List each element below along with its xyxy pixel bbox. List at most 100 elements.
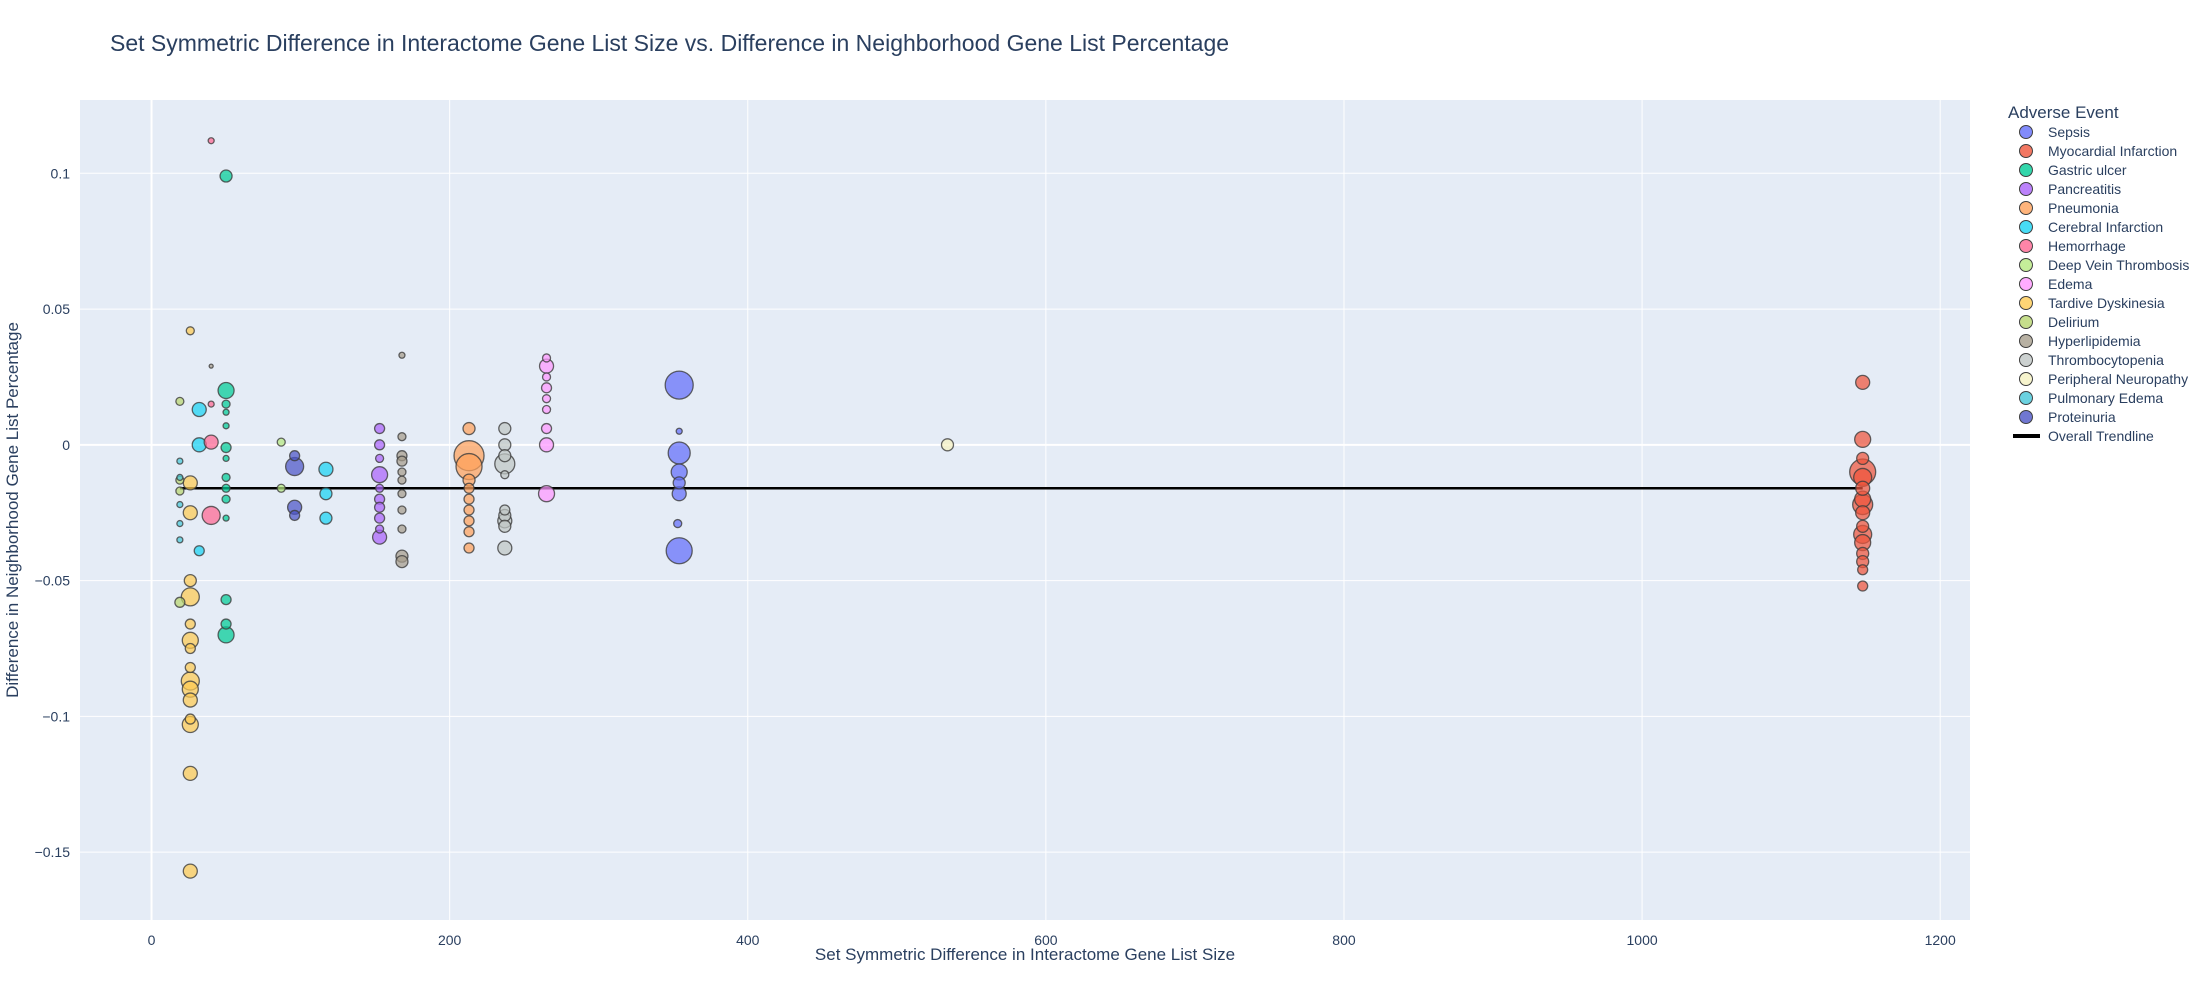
data-point	[184, 661, 196, 674]
y-tick-label: −0.05	[35, 573, 71, 589]
data-point	[497, 540, 513, 556]
legend-marker[interactable]	[2019, 372, 2033, 386]
data-point	[221, 494, 231, 504]
legend-marker[interactable]	[2019, 353, 2033, 367]
data-point	[288, 450, 301, 462]
data-point	[373, 422, 386, 435]
legend-marker[interactable]	[2019, 144, 2033, 158]
data-point	[222, 514, 230, 522]
data-point	[396, 455, 408, 467]
data-point	[541, 394, 552, 404]
data-point	[667, 441, 691, 465]
data-point	[373, 439, 386, 451]
legend-marker[interactable]	[2019, 296, 2033, 310]
chart-title: Set Symmetric Difference in Interactome …	[110, 30, 1229, 56]
data-point	[541, 372, 552, 382]
data-point	[1855, 480, 1871, 496]
legend-marker[interactable]	[2019, 125, 2033, 139]
data-point	[463, 493, 475, 505]
y-axis-ticks: −0.15 −0.1 −0.05 0 0.05 0.1	[35, 165, 71, 860]
legend-marker[interactable]	[2019, 239, 2033, 253]
data-point	[398, 351, 406, 359]
data-points	[174, 137, 1877, 879]
data-point	[397, 475, 407, 485]
data-point	[318, 461, 334, 477]
legend-label[interactable]: Myocardial Infarction	[2048, 143, 2177, 159]
legend-label[interactable]: Pulmonary Edema	[2048, 390, 2163, 406]
legend-label[interactable]: Proteinuria	[2048, 409, 2116, 425]
legend-marker[interactable]	[2019, 163, 2033, 177]
y-tick-label: −0.15	[35, 844, 71, 860]
legend-marker[interactable]	[2019, 258, 2033, 272]
data-point	[540, 422, 553, 435]
legend-label[interactable]: Pancreatitis	[2048, 181, 2121, 197]
data-point	[182, 863, 198, 879]
data-point	[182, 765, 198, 782]
data-point	[222, 422, 230, 430]
x-axis-ticks: 0 200 400 600 800 1000 1200	[148, 932, 1956, 948]
x-tick-label: 1000	[1627, 932, 1658, 948]
legend-label[interactable]: Delirium	[2048, 314, 2099, 330]
data-point	[538, 437, 555, 453]
data-point	[176, 519, 184, 528]
legend-label[interactable]: Tardive Dyskinesia	[2048, 295, 2165, 311]
data-point	[664, 370, 694, 400]
legend-marker[interactable]	[2019, 334, 2033, 348]
x-axis-title: Set Symmetric Difference in Interactome …	[815, 945, 1235, 964]
legend-marker[interactable]	[2019, 391, 2033, 405]
legend-items: Sepsis Myocardial Infarction Gastric ulcer…	[2013, 124, 2189, 444]
x-tick-label: 400	[736, 932, 760, 948]
data-point	[174, 596, 186, 608]
x-tick-label: 200	[438, 932, 462, 948]
legend-marker[interactable]	[2019, 277, 2033, 291]
data-point	[1855, 505, 1871, 521]
y-tick-label: 0.1	[51, 165, 71, 181]
data-point	[397, 505, 407, 515]
data-point	[191, 401, 207, 418]
data-point	[397, 489, 407, 499]
data-point	[940, 438, 955, 452]
legend-label[interactable]: Peripheral Neuropathy	[2048, 371, 2188, 387]
legend-label[interactable]: Overall Trendline	[2048, 428, 2154, 444]
data-point	[675, 427, 683, 435]
legend-label[interactable]: Cerebral Infarction	[2048, 219, 2163, 235]
data-point	[498, 449, 512, 463]
legend-label[interactable]: Deep Vein Thrombosis	[2048, 257, 2189, 273]
data-point	[374, 524, 385, 534]
data-point	[182, 475, 198, 491]
data-point	[499, 504, 511, 516]
legend-label[interactable]: Gastric ulcer	[2048, 162, 2127, 178]
data-point	[182, 505, 198, 521]
y-axis-title: Difference in Neighborhood Gene List Per…	[3, 322, 22, 698]
legend-marker[interactable]	[2019, 182, 2033, 196]
legend-marker[interactable]	[2019, 201, 2033, 215]
data-point	[397, 467, 407, 477]
legend-marker[interactable]	[2019, 220, 2033, 234]
data-point	[397, 524, 407, 534]
legend-label[interactable]: Sepsis	[2048, 124, 2090, 140]
legend-label[interactable]: Hyperlipidemia	[2048, 333, 2141, 349]
legend-label[interactable]: Edema	[2048, 276, 2093, 292]
legend-label[interactable]: Hemorrhage	[2048, 238, 2126, 254]
data-point	[395, 554, 409, 569]
data-point	[1857, 580, 1869, 592]
x-tick-label: 1200	[1925, 932, 1956, 948]
data-point	[203, 434, 219, 450]
data-point	[373, 512, 386, 524]
x-tick-label: 800	[1332, 932, 1356, 948]
data-point	[175, 396, 185, 407]
data-point	[665, 537, 693, 565]
data-point	[672, 476, 686, 490]
data-point	[541, 404, 552, 415]
legend-marker[interactable]	[2019, 315, 2033, 329]
data-point	[397, 432, 407, 442]
data-point	[276, 483, 286, 493]
data-point	[176, 457, 184, 465]
y-tick-label: 0	[62, 437, 70, 453]
legend: Adverse Event Sepsis Myocardial Infarctio…	[2008, 103, 2189, 444]
legend-label[interactable]: Thrombocytopenia	[2048, 352, 2164, 368]
data-point	[175, 486, 185, 496]
legend-label[interactable]: Pneumonia	[2048, 200, 2119, 216]
legend-marker[interactable]	[2019, 410, 2033, 424]
data-point	[374, 453, 385, 464]
